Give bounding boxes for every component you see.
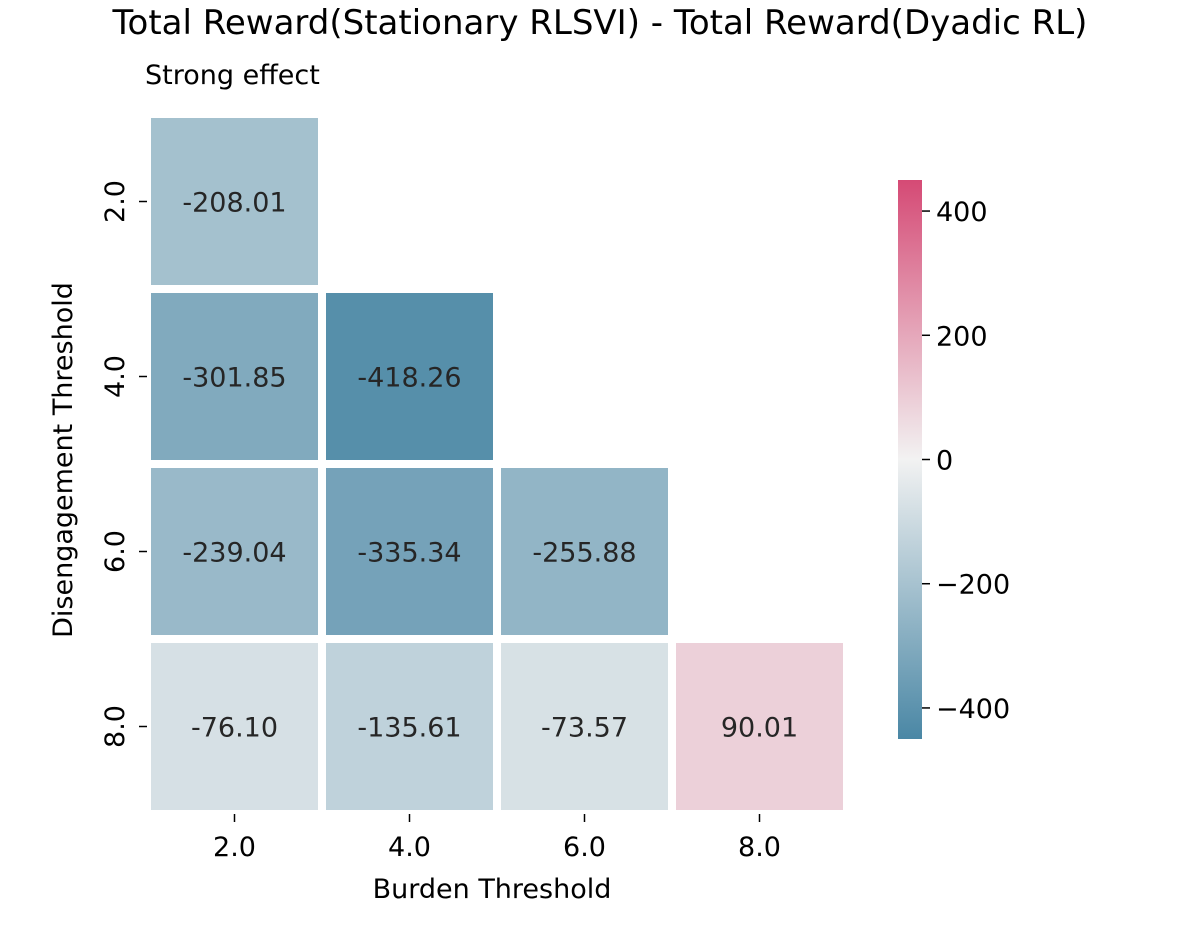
x-axis-ticks: 2.0 4.0 6.0 8.0	[213, 814, 781, 863]
cell-value-label: -76.10	[191, 713, 278, 744]
heatmap-cell	[151, 293, 318, 460]
heatmap-cell	[151, 643, 318, 810]
colorbar-tick-label: 200	[936, 321, 988, 352]
x-tick-label: 6.0	[563, 832, 606, 863]
heatmap-cell	[326, 468, 493, 635]
colorbar-tick-label: 0	[936, 446, 953, 477]
cell-value-label: -255.88	[532, 538, 636, 569]
colorbar-gradient	[898, 180, 922, 739]
colorbar-tick-label: 400	[936, 197, 988, 228]
x-tick-label: 8.0	[738, 832, 781, 863]
heatmap-cell	[501, 643, 668, 810]
x-tick-label: 2.0	[213, 832, 256, 863]
cell-value-label: -418.26	[357, 363, 461, 394]
colorbar: 400 200 0 −200 −400	[898, 180, 1010, 739]
y-tick-label: 4.0	[100, 355, 131, 398]
heatmap-cells: -208.01 -301.85 -418.26 -239.04 -335.34 -255.…	[151, 118, 843, 810]
cell-value-label: -73.57	[541, 713, 628, 744]
colorbar-tick-label: −400	[936, 694, 1010, 725]
cell-value-label: -208.01	[182, 188, 286, 219]
chart-title: Total Reward(Stationary RLSVI) - Total R…	[112, 3, 1088, 43]
cell-value-label: -335.34	[357, 538, 461, 569]
x-axis-label: Burden Threshold	[373, 874, 612, 905]
heatmap-cell	[501, 468, 668, 635]
x-tick-label: 4.0	[388, 832, 431, 863]
heatmap-cell	[326, 643, 493, 810]
chart-subtitle: Strong effect	[145, 60, 320, 91]
y-tick-label: 2.0	[100, 180, 131, 223]
y-axis-label: Disengagement Threshold	[48, 282, 79, 638]
heatmap-cell	[151, 468, 318, 635]
heatmap-cell	[676, 643, 843, 810]
y-tick-label: 8.0	[100, 705, 131, 748]
cell-value-label: -239.04	[182, 538, 286, 569]
y-tick-label: 6.0	[100, 530, 131, 573]
y-axis-ticks: 2.0 4.0 6.0 8.0	[100, 180, 147, 748]
cell-value-label: 90.01	[721, 713, 798, 744]
heatmap-cell	[326, 293, 493, 460]
cell-value-label: -135.61	[357, 713, 461, 744]
colorbar-tick-label: −200	[936, 570, 1010, 601]
cell-value-label: -301.85	[182, 363, 286, 394]
heatmap-cell	[151, 118, 318, 285]
